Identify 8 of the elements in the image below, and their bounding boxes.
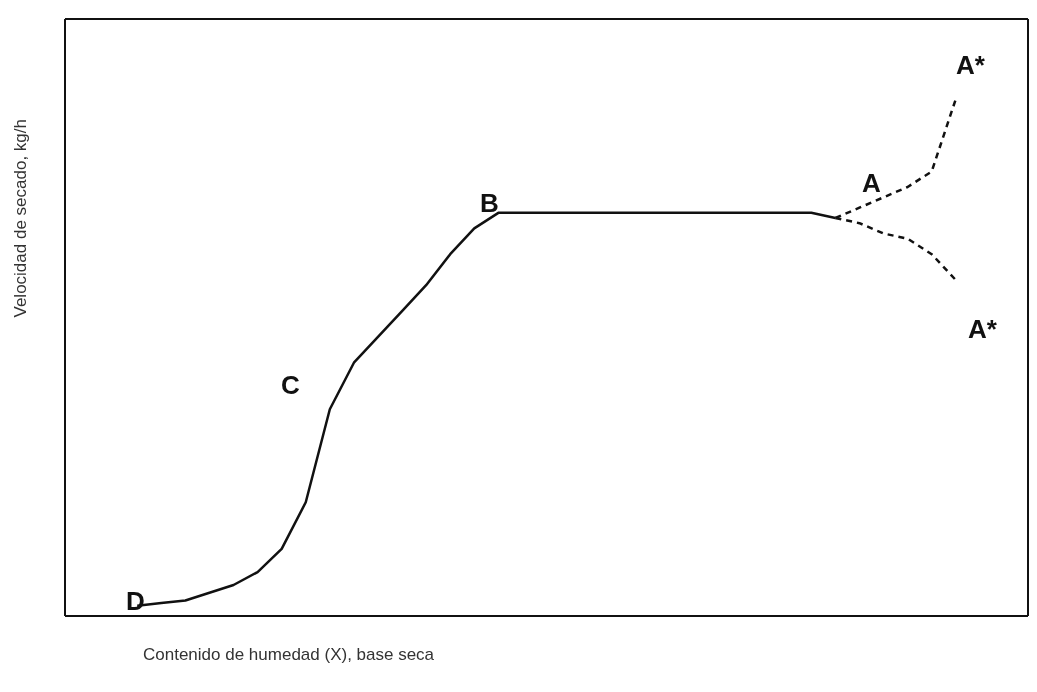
x-axis-title: Contenido de humedad (X), base seca (143, 645, 435, 664)
annotation: D (126, 586, 145, 617)
annotation: B (480, 188, 499, 219)
annotation: A* (968, 314, 997, 345)
annotation: C (281, 370, 300, 401)
y-axis-title: Velocidad de secado, kg/h (11, 119, 31, 318)
annotation: A (862, 168, 881, 199)
text: A* (956, 50, 985, 81)
